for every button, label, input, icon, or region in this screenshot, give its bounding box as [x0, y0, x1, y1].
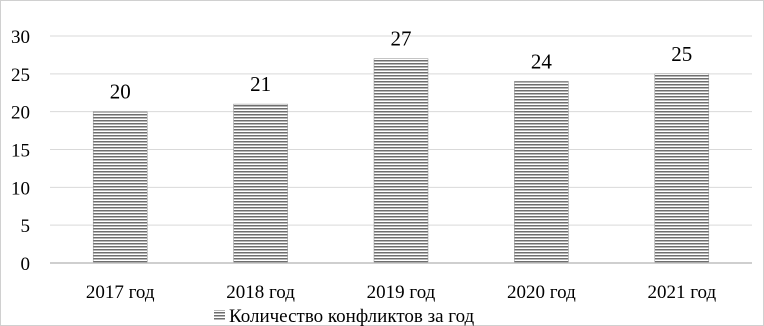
y-tick-label: 5: [21, 216, 31, 237]
y-axis-tick-labels: 0 5 10 15 20 25 30: [11, 27, 30, 275]
y-tick-label: 0: [21, 254, 31, 275]
data-label: 27: [391, 27, 412, 51]
bar: [373, 58, 429, 264]
y-tick-label: 20: [11, 103, 30, 124]
y-tick-label: 30: [11, 27, 30, 48]
x-tick-label: 2017 год: [86, 282, 155, 303]
data-label: 25: [671, 42, 692, 66]
x-tick-label: 2018 год: [226, 282, 295, 303]
x-tick-label: 2020 год: [507, 282, 576, 303]
legend-swatch: [214, 310, 225, 321]
y-tick-label: 15: [11, 141, 30, 162]
x-tick-label: 2021 год: [647, 282, 716, 303]
bar: [92, 111, 148, 264]
data-labels: 20 21 27 24 25: [110, 27, 693, 104]
bar: [233, 103, 288, 264]
bar: [514, 81, 569, 264]
data-label: 20: [110, 80, 131, 104]
data-label: 24: [531, 49, 553, 73]
x-tick-label: 2019 год: [367, 282, 436, 303]
legend: Количество конфликтов за год: [214, 306, 475, 326]
data-label: 21: [250, 72, 271, 96]
bar: [654, 73, 710, 264]
bars: [92, 58, 710, 264]
y-tick-label: 10: [11, 178, 30, 199]
x-axis-tick-labels: 2017 год 2018 год 2019 год 2020 год 2021 год: [86, 282, 717, 303]
y-tick-label: 25: [11, 65, 30, 86]
legend-label: Количество конфликтов за год: [229, 306, 475, 326]
